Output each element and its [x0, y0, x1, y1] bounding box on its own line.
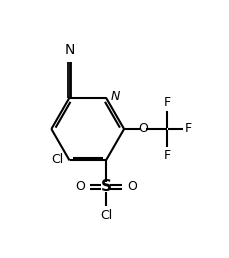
Text: Cl: Cl [51, 153, 64, 166]
Text: N: N [64, 43, 74, 57]
Text: F: F [184, 123, 191, 135]
Text: O: O [138, 123, 148, 135]
Text: S: S [100, 179, 111, 194]
Text: N: N [110, 90, 120, 103]
Text: Cl: Cl [99, 209, 112, 222]
Text: F: F [163, 149, 170, 163]
Text: F: F [163, 95, 170, 109]
Text: O: O [126, 180, 136, 193]
Text: O: O [75, 180, 85, 193]
